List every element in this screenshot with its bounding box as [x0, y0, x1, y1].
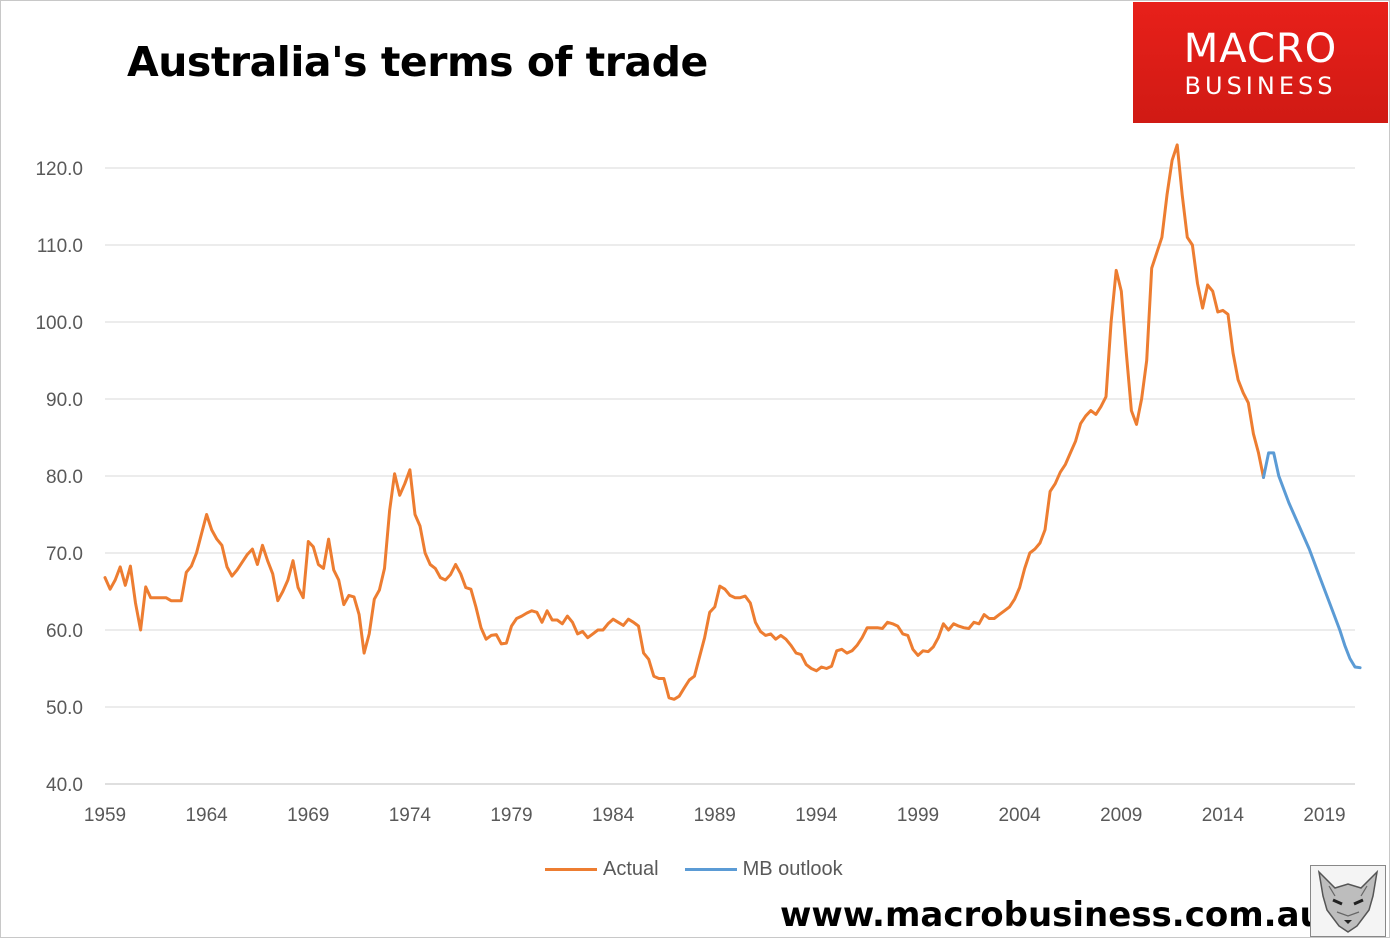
x-tick-label: 2004: [998, 805, 1041, 826]
logo-line-2: BUSINESS: [1184, 72, 1337, 100]
x-tick-label: 1994: [795, 805, 838, 826]
y-tick-label: 120.0: [35, 159, 83, 180]
y-tick-label: 100.0: [35, 313, 83, 334]
series-lines: [103, 143, 1362, 701]
y-tick-label: 50.0: [46, 698, 83, 719]
x-tick-label: 1999: [897, 805, 939, 826]
x-tick-label: 1989: [694, 805, 736, 826]
website-url: www.macrobusiness.com.au: [780, 895, 1324, 935]
macrobusiness-logo: MACRO BUSINESS: [1133, 2, 1388, 123]
series-line-mb-outlook: [1262, 451, 1362, 670]
gridlines: [105, 167, 1355, 785]
legend: Actual MB outlook: [545, 858, 869, 881]
x-axis-ticks: 1959 1964 1969 1974 1979 1984 1989 1994 1999 2004…: [84, 805, 1346, 826]
series-line-actual: [103, 143, 1265, 701]
legend-item-mb-outlook: MB outlook: [684, 858, 843, 881]
x-tick-label: 2009: [1100, 805, 1142, 826]
x-tick-label: 2019: [1303, 805, 1345, 826]
y-tick-label: 90.0: [46, 390, 83, 411]
legend-swatch-actual: [545, 868, 597, 871]
y-tick-label: 80.0: [46, 467, 83, 488]
legend-label-mb-outlook: MB outlook: [742, 858, 843, 880]
y-axis-ticks: 40.0 50.0 60.0 70.0 80.0 90.0 100.0 110.0 120.0: [35, 159, 83, 796]
legend-item-actual: Actual: [545, 858, 659, 881]
x-tick-label: 1959: [84, 805, 126, 826]
logo-line-1: MACRO: [1183, 26, 1338, 72]
x-tick-label: 2014: [1202, 805, 1245, 826]
x-tick-label: 1964: [185, 805, 228, 826]
y-tick-label: 70.0: [46, 544, 83, 565]
legend-label-actual: Actual: [603, 858, 659, 880]
legend-swatch-mb-outlook: [684, 868, 737, 871]
x-tick-label: 1974: [389, 805, 432, 826]
x-tick-label: 1979: [490, 805, 532, 826]
x-tick-label: 1984: [592, 805, 635, 826]
y-tick-label: 40.0: [46, 775, 83, 796]
wolf-logo-icon: [1310, 865, 1386, 937]
y-tick-label: 60.0: [46, 621, 83, 642]
y-tick-label: 110.0: [37, 236, 83, 257]
chart-title: Australia's terms of trade: [127, 38, 708, 86]
x-tick-label: 1969: [287, 805, 329, 826]
